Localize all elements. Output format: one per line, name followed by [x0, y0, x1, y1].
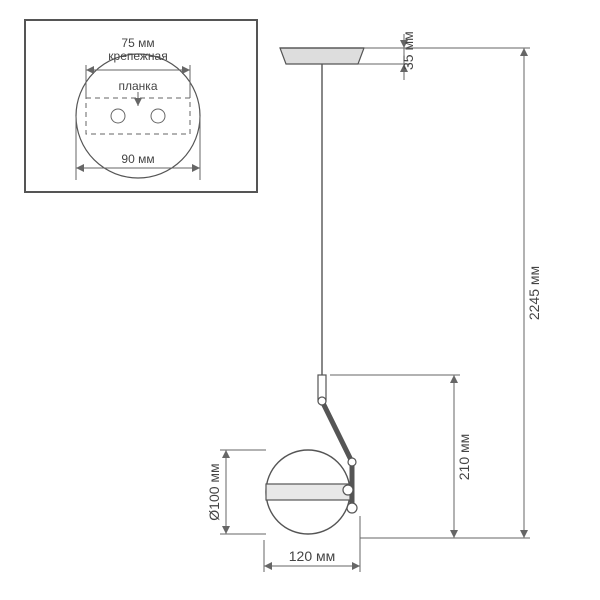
dim-total-height: 2245 мм: [360, 48, 542, 538]
total-height-label: 2245 мм: [526, 266, 542, 320]
sphere-diameter-label: Ø100 мм: [206, 463, 222, 520]
screw-hole-right: [151, 109, 165, 123]
canopy-height-label: 35 мм: [400, 31, 416, 70]
fixture-height-label: 210 мм: [456, 434, 472, 481]
dim-base-diameter: 90 мм: [76, 116, 200, 180]
bracket-width-label: 75 мм: [121, 36, 154, 50]
canopy: [280, 48, 364, 64]
fixture-width-label: 120 мм: [289, 548, 336, 564]
dim-bracket-width: 75 мм крепежная планка: [86, 36, 190, 106]
sphere-shade: [266, 450, 353, 534]
dim-canopy-height: 35 мм: [358, 31, 416, 80]
inset-panel: 75 мм крепежная планка 90 мм: [25, 20, 257, 192]
base-diameter-label: 90 мм: [121, 152, 154, 166]
dim-sphere-diameter: Ø100 мм: [206, 450, 266, 534]
bracket-name-label-line1: крепежная: [108, 49, 167, 63]
screw-hole-left: [111, 109, 125, 123]
technical-drawing: 75 мм крепежная планка 90 мм: [0, 0, 600, 600]
bracket-name-label-line2: планка: [119, 79, 158, 93]
